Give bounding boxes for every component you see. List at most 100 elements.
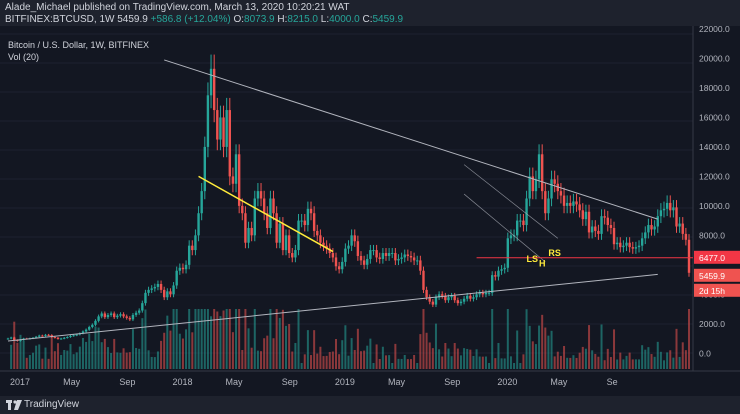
candle-body: [437, 294, 441, 298]
candle-body: [97, 316, 100, 321]
candle-body: [478, 292, 481, 295]
volume-bar: [316, 353, 319, 369]
candle-body: [406, 254, 410, 256]
candle-body: [453, 295, 456, 301]
y-tick-label: 8000.0: [699, 230, 725, 240]
volume-bar: [172, 309, 175, 369]
volume-bar: [541, 314, 544, 369]
candle-body: [262, 198, 266, 214]
candle-body: [528, 176, 531, 199]
candle-body: [637, 245, 641, 248]
candle-body: [69, 335, 72, 338]
volume-bar: [338, 354, 341, 369]
candle-body: [534, 179, 538, 192]
candle-body: [369, 250, 372, 259]
volume-bar: [491, 309, 494, 369]
published-text: published on TradingView.com, March 13, …: [73, 2, 350, 13]
candle-body: [665, 202, 669, 209]
volume-bar: [191, 332, 194, 369]
volume-bar: [650, 354, 653, 369]
volume-bar: [375, 344, 378, 369]
publish-header: Alade_Michael published on TradingView.c…: [0, 0, 740, 26]
volume-bar: [119, 352, 122, 369]
volume-bar: [81, 337, 84, 369]
x-tick-label: May: [550, 377, 568, 387]
candle-body: [231, 176, 235, 184]
candle-body: [475, 294, 478, 298]
candle-body: [506, 238, 510, 268]
volume-bar: [388, 355, 391, 369]
volume-bar: [516, 330, 519, 369]
trendline-upper: [164, 59, 658, 220]
chart-legend-title: Bitcoin / U.S. Dollar, 1W, BITFINEX: [8, 40, 150, 50]
x-tick-label: May: [388, 377, 406, 387]
candle-body: [612, 227, 616, 245]
candle-body: [328, 248, 331, 254]
candle-body: [565, 202, 569, 206]
candle-body: [659, 210, 663, 217]
volume-bar: [122, 348, 125, 369]
volume-bar: [634, 359, 637, 369]
candle-body: [684, 233, 688, 240]
volume-bar: [409, 359, 412, 369]
volume-bar: [38, 344, 41, 369]
candle-body: [281, 223, 285, 251]
candle-body: [72, 335, 75, 337]
volume-bar: [556, 351, 559, 369]
candle-body: [297, 220, 300, 251]
volume-bar: [10, 344, 13, 369]
volume-bar: [369, 338, 372, 369]
volume-bar: [156, 351, 159, 369]
price-chart[interactable]: LS HRS 22000.0 20000.0 18000.0 16000.0 14000.0…: [0, 26, 740, 398]
volume-bar: [453, 343, 456, 369]
candle-body: [681, 223, 684, 234]
volume-bar: [213, 309, 216, 369]
volume-bar: [72, 354, 75, 369]
candle-body: [156, 283, 160, 287]
candle-body: [631, 247, 634, 249]
candle-body: [628, 242, 631, 248]
candle-body: [581, 210, 584, 220]
candle-body: [212, 68, 216, 111]
candle-body: [172, 285, 175, 295]
volume-bar: [125, 352, 128, 369]
volume-bar: [659, 351, 662, 369]
candle-body: [187, 245, 191, 265]
volume-bar: [597, 356, 600, 369]
volume-bar: [41, 358, 44, 369]
candle-body: [459, 301, 463, 304]
candle-body: [662, 208, 666, 211]
candle-body: [487, 292, 491, 294]
volume-bar: [450, 356, 453, 369]
candle-body: [519, 220, 522, 222]
volume-bar: [619, 352, 622, 369]
y-tick-label: 22000.0: [699, 26, 730, 34]
volume-bar: [497, 343, 500, 369]
volume-bar: [228, 309, 231, 369]
candle-body: [84, 329, 88, 332]
candle-body: [625, 242, 628, 246]
tradingview-logo-icon[interactable]: [6, 399, 22, 411]
volume-bar: [197, 309, 200, 369]
candle-body: [362, 260, 366, 265]
volume-bar: [547, 335, 550, 369]
volume-bar: [525, 309, 528, 369]
x-tick-label: Sep: [444, 377, 460, 387]
volume-bar: [106, 347, 109, 369]
candle-body: [228, 110, 231, 177]
candle-body: [47, 334, 50, 336]
author-name[interactable]: Alade_Michael: [5, 2, 71, 13]
volume-bar: [300, 363, 303, 369]
volume-bar: [653, 356, 656, 369]
candle-body: [306, 208, 310, 226]
y-tick-label: 2000.0: [699, 319, 725, 329]
candle-body: [53, 337, 57, 339]
candle-body: [481, 292, 485, 295]
tradingview-brand[interactable]: TradingView: [24, 399, 80, 410]
candle-body: [200, 191, 203, 214]
candle-body: [359, 255, 363, 261]
volume-bar: [519, 363, 522, 369]
candle-body: [109, 313, 113, 315]
candle-body: [503, 267, 506, 270]
volume-bar: [110, 353, 113, 369]
